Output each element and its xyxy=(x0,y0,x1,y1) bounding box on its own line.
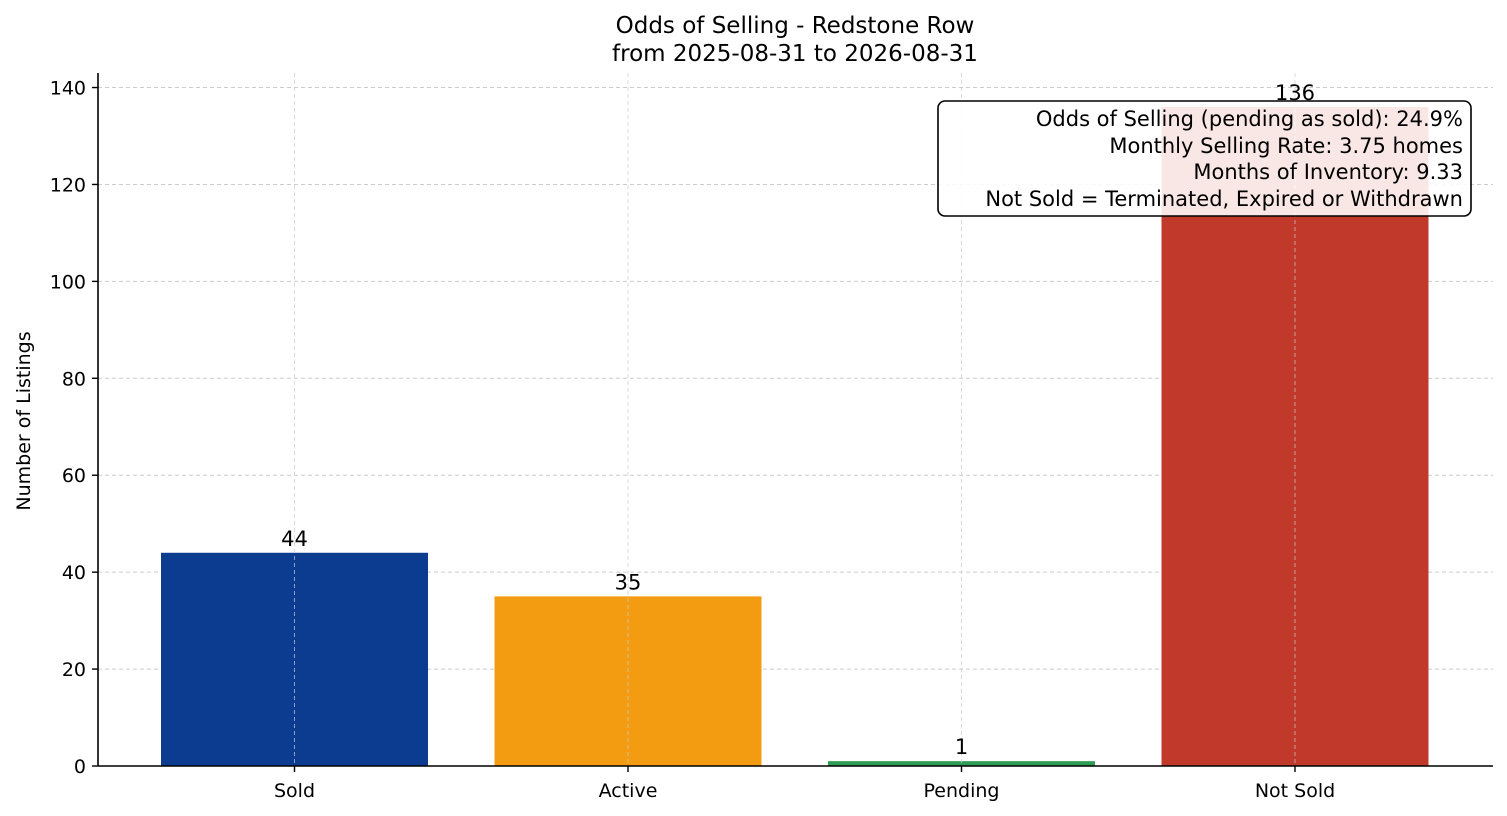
y-tick-label: 100 xyxy=(50,271,86,293)
y-tick-label: 0 xyxy=(74,756,86,778)
bar-pending xyxy=(828,761,1095,766)
bar-value-label: 1 xyxy=(955,735,968,759)
y-ticks: 0 20 40 60 80 100 120 140 xyxy=(50,78,98,778)
y-tick-label: 20 xyxy=(62,659,86,681)
x-tick-label: Active xyxy=(599,780,658,802)
y-tick-label: 40 xyxy=(62,562,86,584)
annotation-line-definition: Not Sold = Terminated, Expired or Withdr… xyxy=(985,187,1463,211)
annotation-line-rate: Monthly Selling Rate: 3.75 homes xyxy=(1109,134,1463,158)
chart-subtitle: from 2025-08-31 to 2026-08-31 xyxy=(612,41,978,67)
annotation-frame xyxy=(937,100,1472,217)
x-tick-label: Sold xyxy=(274,780,315,802)
x-tick-label: Pending xyxy=(924,780,1000,802)
bar-value-label: 44 xyxy=(281,527,308,551)
annotation-line-inventory: Months of Inventory: 9.33 xyxy=(1193,160,1463,184)
y-tick-label: 120 xyxy=(50,174,86,196)
x-ticks: Sold Active Pending Not Sold xyxy=(274,766,1335,802)
bar-active xyxy=(494,596,762,766)
bar-value-label: 35 xyxy=(615,570,642,594)
y-tick-label: 80 xyxy=(62,368,86,390)
chart-title: Odds of Selling - Redstone Row xyxy=(616,13,975,39)
annotation-line-odds: Odds of Selling (pending as sold): 24.9% xyxy=(1036,107,1463,131)
y-tick-label: 60 xyxy=(62,465,86,487)
annotation-box: Odds of Selling (pending as sold): 24.9%… xyxy=(937,100,1472,217)
x-tick-label: Not Sold xyxy=(1255,780,1335,802)
axes xyxy=(97,73,1493,767)
y-tick-label: 140 xyxy=(50,78,86,100)
bar-sold xyxy=(161,552,428,766)
y-axis-label: Number of Listings xyxy=(13,331,35,510)
